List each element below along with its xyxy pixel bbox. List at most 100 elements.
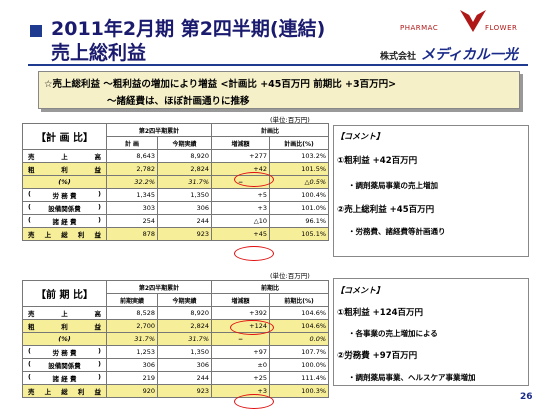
cell-value: 0.0% [268,332,330,346]
comment-title: 【コメント】 [336,132,384,141]
table-row: (労 務 費) 1,253 1,350 +97 107.7% [22,345,330,359]
table-row: (諸 経 費) 219 244 +25 111.4% [22,371,330,385]
table-row: (諸 経 費) 254 244 △10 96.1% [22,214,330,228]
header-compare: 計画比 [210,123,330,137]
header-col-actual: 今期実績 [157,293,212,307]
cell-value: +45 [211,227,270,241]
row-label: (設備関係費) [22,358,107,372]
row-label: 売 上 高 [22,306,107,320]
table-header-row: 【計 画 比】 第2四半期累計 計画比 [22,123,330,150]
highlight-oval [234,172,274,187]
cell-value: 923 [157,384,212,398]
cell-value: 244 [157,371,212,385]
cell-value: 111.4% [268,371,330,385]
cell-value: 100.0% [268,358,330,372]
cell-value: 8,528 [106,306,158,320]
row-label: 粗 利 益 [22,162,107,176]
row-label: (%) [22,175,107,189]
comment-item: ①粗利益 +124百万円 [337,308,424,318]
header-period: 第2四半期累計 [106,123,212,137]
header-col-prior: 前期実績 [106,293,158,307]
unit-label-plan: (単位:百万円) [270,116,310,124]
comment-subitem: ・各事業の売上増加による [348,329,438,338]
header-col-change: 増減額 [211,293,270,307]
table-row: (%) 32.2% 31.7% − △0.5% [22,175,330,189]
cell-value: 107.7% [268,345,330,359]
comment-subitem: ・調剤薬局事業、ヘルスケア事業増加 [348,373,476,382]
header-period: 第2四半期累計 [106,280,212,294]
header-col-actual: 今期実績 [157,136,212,150]
cell-value: 8,920 [157,149,212,163]
company-logo: 株式会社 メディカル一光 [380,44,518,64]
cell-value: +5 [211,188,270,202]
row-label: 売上総利益 [22,384,107,398]
cell-value: 103.2% [268,149,330,163]
cell-value: 31.7% [157,332,212,346]
summary-line-2: 〜諸経費は、ほぼ計画通りに推移 [107,96,250,107]
cell-value: 100.4% [268,188,330,202]
cell-value: △10 [211,214,270,228]
plan-comment-box [333,125,529,257]
cell-value: 923 [157,227,212,241]
header-col-plan: 計 画 [106,136,158,150]
flower-logo-icon [460,10,486,32]
comment-subitem: ・労務費、諸経費等計画通り [348,227,446,236]
cell-value: ±0 [211,358,270,372]
row-label: (諸 経 費) [22,214,107,228]
table-row: 売上総利益 920 923 +3 100.3% [22,384,330,398]
summary-box: ☆売上総利益 〜粗利益の増加により増益 <計画比 +45百万円 前期比 +3百万… [38,71,520,109]
cell-value: 306 [157,358,212,372]
cell-value: +3 [211,201,270,215]
page-number: 26 [520,392,533,402]
cell-value: 31.7% [106,332,158,346]
cell-value: 920 [106,384,158,398]
cell-value: − [211,332,270,346]
table-row: (設備関係費) 306 306 ±0 100.0% [22,358,330,372]
logo-text-pharmac: PHARMAC [400,24,439,32]
page-subtitle: 売上総利益 [51,42,147,64]
row-label: 売上総利益 [22,227,107,241]
cell-value: 104.6% [268,306,330,320]
cell-value: +25 [211,371,270,385]
row-label: 粗 利 益 [22,319,107,333]
row-label: (労 務 費) [22,188,107,202]
logo-text-flower: FLOWER [485,24,518,32]
row-label: (諸 経 費) [22,371,107,385]
header-col-ratio: 前期比(%) [268,293,330,307]
cell-value: 2,700 [106,319,158,333]
cell-value: 101.5% [268,162,330,176]
table-row: (設備関係費) 303 306 +3 101.0% [22,201,330,215]
highlight-oval [234,246,274,261]
header-compare: 前期比 [210,280,330,294]
table-row: 売 上 高 8,528 8,920 +392 104.6% [22,306,330,320]
header-col-ratio: 計画比(%) [268,136,330,150]
cell-value: 244 [157,214,212,228]
cell-value: 101.0% [268,201,330,215]
cell-value: 1,350 [157,188,212,202]
title-divider [28,64,528,66]
cell-value: 219 [106,371,158,385]
cell-value: 303 [106,201,158,215]
company-name: メディカル一光 [420,47,518,63]
cell-value: △0.5% [268,175,330,189]
cell-value: 104.6% [268,319,330,333]
page-title: 2011年2月期 第2四半期(連結) [51,18,326,40]
table-row: 売上総利益 878 923 +45 105.1% [22,227,330,241]
cell-value: 105.1% [268,227,330,241]
comment-item: ②労務費 +97百万円 [337,351,418,361]
comment-subitem: ・調剤薬局事業の売上増加 [348,181,438,190]
prior-table-label: 【前 期 比】 [22,280,107,307]
cell-value: 96.1% [268,214,330,228]
cell-value: 32.2% [106,175,158,189]
table-row: 粗 利 益 2,782 2,824 +42 101.5% [22,162,330,176]
table-subheader-row: 前期実績 今期実績 増減額 前期比(%) [23,293,330,307]
cell-value: +97 [211,345,270,359]
company-prefix: 株式会社 [380,52,417,62]
cell-value: +392 [211,306,270,320]
cell-value: 1,350 [157,345,212,359]
table-row: 売 上 高 8,643 8,920 +277 103.2% [22,149,330,163]
cell-value: 2,782 [106,162,158,176]
table-header-row: 【前 期 比】 第2四半期累計 前期比 [22,280,330,307]
header-col-change: 増減額 [211,136,270,150]
highlight-oval [230,320,274,335]
